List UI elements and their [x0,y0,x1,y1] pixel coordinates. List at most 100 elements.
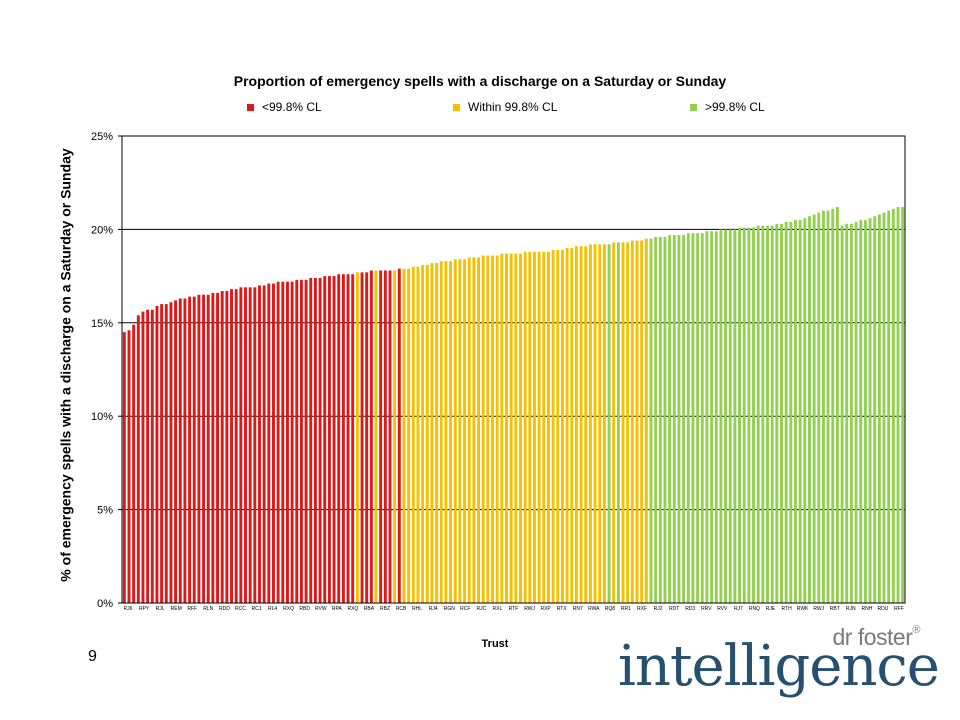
bar [174,300,178,603]
legend-swatch-low [247,103,254,111]
bar [533,251,536,603]
bar [127,330,131,603]
bar [817,212,821,603]
x-tick-label: RBA [364,606,375,612]
bar [239,287,243,603]
bar [696,233,700,603]
x-tick-label: RD3 [685,606,695,612]
bar [649,238,653,604]
bar [439,261,443,603]
x-tick-label: RRV [701,606,712,612]
bar [276,281,280,603]
logo-top-label: dr foster [832,624,913,650]
bar [877,214,881,603]
bar [714,231,718,603]
bar [248,287,252,603]
x-tick-label: RDT [669,606,679,612]
x-tick-label: RWJ [813,606,824,612]
x-tick-label: RJ6 [124,606,133,612]
bar [122,332,126,603]
y-axis-title: % of emergency spells with a discharge o… [57,148,74,582]
x-tick-label: RPA [332,606,343,612]
bar [360,272,364,603]
bar [523,251,527,603]
y-tick-label: 10% [91,411,113,423]
bar [477,257,480,603]
x-tick-label: RBZ [380,606,390,612]
bar [663,236,667,603]
bar [812,214,816,603]
bar [887,210,891,603]
page-number: 9 [88,648,97,665]
y-tick-label: 20% [91,224,113,236]
bar [654,236,658,603]
bar [295,279,299,603]
legend-item-within: Within 99.8% CL [453,100,557,114]
bar [192,296,196,603]
bar [854,221,858,603]
legend-swatch-within [453,103,460,111]
bar [444,261,448,603]
x-tick-label: RTF [509,606,519,612]
bar [495,255,499,604]
x-tick-label: RVW [315,606,327,612]
bar [365,272,369,603]
bar [332,276,336,603]
bar [616,242,620,604]
dr-foster-logo: dr foster® intelligence [618,622,940,704]
bar [304,279,308,603]
bar [407,268,411,603]
bar [789,221,793,603]
bar [225,291,229,603]
x-tick-label: RQ8 [605,606,616,612]
bar [425,264,429,603]
bar [873,216,877,603]
x-tick-label: RLN [203,606,213,612]
x-tick-label: RJE [766,606,776,612]
bar [863,220,867,603]
x-tick-label: RCB [396,606,407,612]
bar [421,264,425,603]
x-tick-label: RBT [830,606,840,612]
x-tick-label: RXQ [283,606,294,612]
bar [537,251,541,603]
x-tick-label: RFF [894,606,904,612]
bar [719,229,723,603]
x-tick-label: RPY [139,606,150,612]
x-tick-label: RJN [846,606,856,612]
bar [705,231,709,603]
bar [588,244,592,603]
x-tick-label: RWA [588,606,600,612]
bar [244,287,247,603]
bar [220,291,224,603]
bar [388,270,392,603]
bar [556,249,560,603]
bar [369,270,373,603]
bar [216,292,219,603]
x-tick-label: RHL [412,606,422,612]
bar [682,235,686,603]
x-tick-label: RNQ [749,606,760,612]
x-tick-label: RGN [444,606,456,612]
bar [505,253,508,603]
bar [780,223,783,604]
bar [458,259,462,603]
x-tick-label: REM [171,606,182,612]
bar [630,240,634,604]
bar [435,263,439,603]
bar [160,304,164,603]
logo-registered-mark: ® [912,624,920,636]
bar [355,272,359,603]
bar [570,248,574,603]
bar [775,223,779,604]
legend-label-within: Within 99.8% CL [468,100,558,114]
bar [644,238,648,604]
bar [472,257,476,603]
x-tick-label: RXQ [347,606,358,612]
bar [766,225,769,603]
y-tick-label: 0% [97,598,113,610]
bar [677,235,681,603]
x-tick-label: RWK [797,606,809,612]
bar [691,233,695,603]
bar [845,223,849,604]
